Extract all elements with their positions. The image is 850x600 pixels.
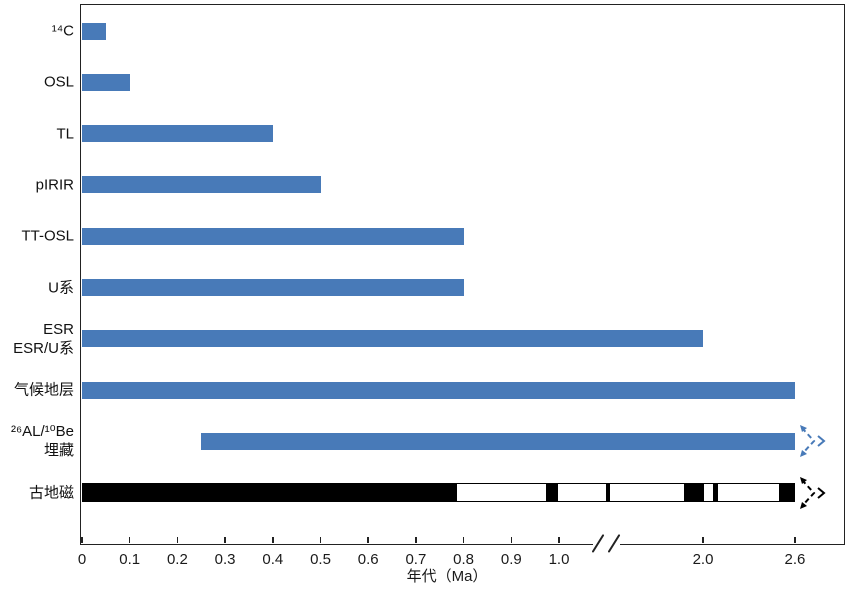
method-label-pirir: pIRIR [36,175,74,194]
method-label-line: 埋藏 [43,442,74,460]
method-bar-osl [82,73,130,91]
x-tick-0.2 [176,537,179,544]
method-label-line: pIRIR [35,176,74,194]
x-tick-0.4 [272,537,274,544]
polarity-normal-segment [713,484,718,502]
method-label-cjk-7: 气候地层 [14,381,74,400]
method-label-tl: TL [56,124,74,143]
method-label-cjk-9: 古地磁 [29,483,74,502]
x-tick-label-2.0: 2.0 [692,551,714,568]
method-bar-al-be [201,432,795,450]
polarity-normal-segment [779,484,794,502]
polarity-normal-segment [546,484,559,502]
x-tick-0 [81,537,83,544]
method-label-line: ¹⁴C [51,22,74,40]
x-tick-label-0.8: 0.8 [453,551,475,568]
x-tick-label-0.2: 0.2 [166,551,188,568]
method-bar-c [82,22,106,40]
method-bar-tl [82,125,273,143]
x-tick-label-1.0: 1.0 [548,551,570,568]
method-label-tt-osl: TT-OSL [21,227,74,246]
method-bar-esr [82,330,703,348]
method-bar-u [82,279,464,296]
x-tick-label-0: 0 [77,551,87,568]
polarity-normal-segment [605,484,611,502]
x-tick-0.8 [462,537,465,544]
x-tick-label-0.9: 0.9 [500,551,522,568]
method-label-esr: ESR ESR/U系 [13,320,74,358]
method-bar-pirir [82,176,321,194]
plot-area [80,4,845,545]
method-label-line: ESR/U系 [13,339,74,357]
method-bar-cjk-7 [82,381,795,399]
method-label-line: ²⁶AL/¹⁰Be [10,423,74,441]
open-ended-arrow-icon [798,476,826,510]
x-tick-label-0.3: 0.3 [214,551,236,568]
method-label-line: ESR [43,320,74,338]
method-label-c: ¹⁴C [52,22,74,41]
method-label-line: 古地磁 [28,484,74,502]
x-tick-2.6 [794,537,796,544]
polarity-normal-segment [683,484,704,502]
x-tick-label-0.6: 0.6 [357,551,379,568]
x-tick-1.0 [558,537,560,544]
method-label-line: U系 [48,279,74,296]
method-label-line: TT-OSL [21,227,74,245]
polarity-bar-cjk-9 [82,483,795,503]
x-tick-0.6 [367,537,369,544]
x-tick-label-0.5: 0.5 [310,551,331,568]
method-label-line: OSL [43,73,74,91]
x-axis-title: 年代（Ma） [406,568,488,585]
method-label-osl: OSL [44,73,74,92]
x-tick-label-0.7: 0.7 [405,551,427,568]
polarity-normal-segment [83,484,457,502]
method-label-line: 气候地层 [13,381,74,399]
x-tick-0.3 [224,537,226,544]
x-tick-label-0.4: 0.4 [262,551,284,568]
axis-break-mask [593,541,620,547]
method-label-al-be: ²⁶AL/¹⁰Be 埋藏 [11,422,74,460]
open-ended-arrow-icon [798,424,826,458]
x-tick-0.7 [415,537,417,544]
method-bar-tt-osl [82,227,464,245]
x-tick-0.1 [128,537,131,544]
x-tick-label-0.1: 0.1 [119,551,141,568]
method-label-line: TL [56,125,74,143]
x-tick-0.5 [319,537,322,544]
method-label-u: U系 [48,278,74,297]
x-tick-label-2.6: 2.6 [784,551,806,568]
x-tick-0.9 [510,537,513,544]
x-tick-2.0 [702,537,704,544]
